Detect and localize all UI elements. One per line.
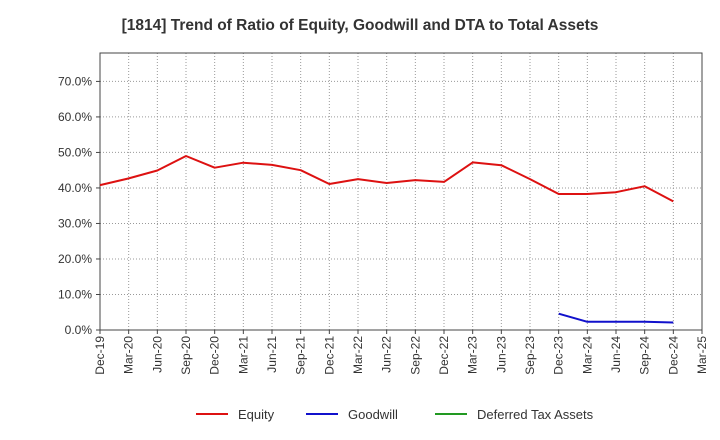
y-axis: 0.0% 10.0% 20.0% 30.0% 40.0% 50.0% 60.0% 70.0% [58,74,100,337]
x-tick-label: Mar-24 [580,336,594,374]
legend-label: Deferred Tax Assets [477,407,594,422]
x-tick-label: Mar-23 [466,336,480,374]
legend: Equity Goodwill Deferred Tax Assets [196,407,594,422]
y-tick-label: 70.0% [58,74,92,88]
y-tick-label: 30.0% [58,216,92,230]
chart-title: [1814] Trend of Ratio of Equity, Goodwil… [122,17,599,34]
x-tick-label: Sep-22 [408,336,422,375]
x-tick-label: Jun-21 [265,336,279,373]
plot-area [99,52,703,331]
x-tick-label: Sep-23 [523,336,537,375]
x-axis: Dec-19 Mar-20 Jun-20 Sep-20 Dec-20 Mar-21 Jun-… [93,330,709,375]
x-tick-label: Sep-24 [638,336,652,375]
x-tick-label: Dec-20 [208,336,222,375]
y-tick-label: 0.0% [65,323,93,337]
y-tick-label: 50.0% [58,145,92,159]
x-tick-label: Sep-20 [179,336,193,375]
x-tick-label: Dec-21 [322,336,336,375]
x-tick-label: Jun-24 [609,336,623,373]
x-tick-label: Mar-20 [122,336,136,374]
x-tick-label: Mar-25 [695,336,709,374]
x-tick-label: Jun-23 [494,336,508,373]
x-tick-label: Dec-24 [666,336,680,375]
legend-label: Goodwill [348,407,398,422]
x-tick-label: Dec-19 [93,336,107,375]
series-line-goodwill [558,312,674,324]
x-tick-label: Jun-22 [380,336,394,373]
x-tick-label: Mar-22 [351,336,365,374]
series-lines [99,155,674,324]
x-tick-label: Jun-20 [150,336,164,373]
x-tick-label: Dec-22 [437,336,451,375]
y-tick-label: 60.0% [58,110,92,124]
x-tick-label: Dec-23 [552,336,566,375]
y-tick-label: 40.0% [58,181,92,195]
y-tick-label: 20.0% [58,252,92,266]
x-tick-label: Sep-21 [294,336,308,375]
legend-label: Equity [238,407,275,422]
y-tick-label: 10.0% [58,287,92,301]
grid [100,53,702,330]
series-line-equity [99,155,674,203]
x-tick-label: Mar-21 [236,336,250,374]
